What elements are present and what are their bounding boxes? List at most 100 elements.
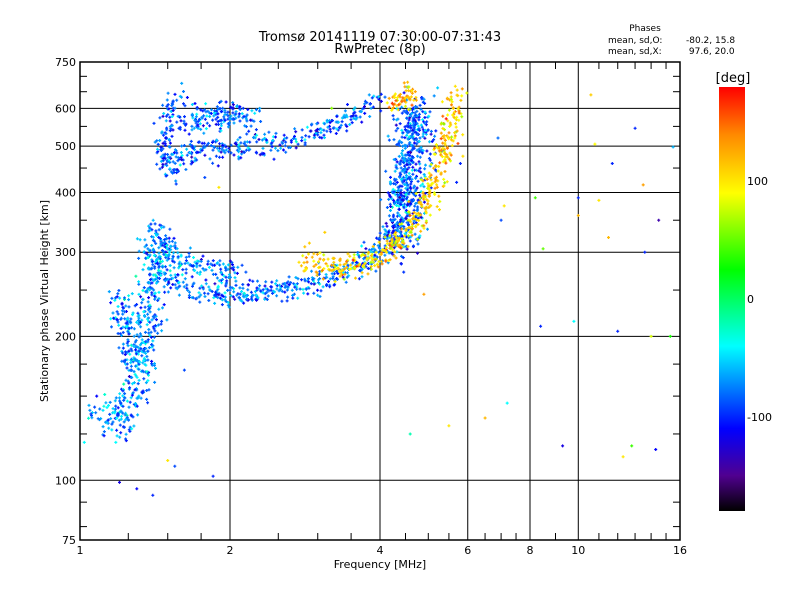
trace-point	[170, 115, 174, 118]
trace-point	[217, 149, 221, 153]
trace-point	[395, 204, 399, 207]
trace-point	[373, 253, 377, 257]
trace-point	[193, 156, 197, 160]
trace-point	[167, 280, 171, 284]
trace-point	[312, 252, 316, 256]
trace-point	[323, 122, 327, 126]
trace-point	[114, 404, 118, 408]
noise-point	[657, 218, 661, 222]
trace-point	[397, 213, 401, 217]
noise-point	[607, 236, 610, 239]
trace-point	[290, 288, 294, 292]
trace-point	[326, 125, 330, 129]
trace-point	[201, 124, 205, 128]
trace-point	[394, 165, 398, 169]
trace-point	[312, 136, 316, 140]
trace-point	[98, 407, 102, 411]
trace-point	[421, 191, 425, 195]
trace-point	[223, 295, 227, 299]
trace-point	[164, 119, 168, 123]
trace-point	[124, 432, 128, 436]
trace-point	[429, 173, 433, 177]
trace-point	[187, 255, 191, 258]
noise-point	[668, 334, 672, 338]
noise-point	[118, 480, 121, 484]
trace-point	[278, 283, 281, 287]
trace-point	[222, 149, 226, 153]
trace-point	[169, 286, 173, 290]
trace-point	[249, 124, 253, 128]
trace-point	[318, 295, 322, 298]
trace-point	[400, 111, 404, 115]
trace-point	[161, 141, 165, 145]
trace-point	[146, 281, 150, 284]
trace-point	[119, 417, 123, 421]
trace-point	[221, 278, 224, 281]
trace-point	[400, 151, 404, 155]
trace-point	[195, 265, 199, 269]
trace-point	[242, 114, 246, 118]
trace-point	[146, 287, 150, 290]
noise-point	[621, 455, 625, 459]
trace-point	[370, 256, 374, 260]
colorbar-tick-label: 100	[747, 175, 768, 188]
trace-point	[350, 121, 354, 125]
noise-point	[203, 176, 207, 179]
trace-point	[144, 330, 147, 334]
trace-point	[343, 272, 347, 276]
y-tick-label: 75	[62, 534, 76, 547]
trace-point	[439, 153, 443, 157]
trace-point	[450, 103, 453, 107]
trace-point	[403, 183, 407, 186]
trace-point	[407, 171, 411, 175]
trace-point	[130, 357, 133, 361]
trace-point	[106, 418, 110, 422]
trace-point	[393, 225, 397, 229]
trace-point	[193, 119, 197, 122]
trace-point	[402, 270, 406, 274]
x-tick-label: 1	[77, 544, 84, 557]
trace-point	[428, 175, 432, 179]
trace-point	[123, 317, 127, 321]
trace-point	[255, 140, 259, 144]
trace-point	[137, 367, 141, 371]
trace-point	[146, 372, 150, 376]
trace-point	[416, 223, 420, 226]
chart-subtitle: RwPretec (8p)	[334, 42, 425, 57]
trace-point	[427, 157, 431, 160]
trace-point	[409, 220, 413, 224]
trace-point	[397, 188, 401, 192]
trace-point	[410, 233, 414, 237]
trace-point	[339, 123, 343, 127]
trace-point	[202, 131, 206, 135]
trace-point	[417, 115, 421, 119]
trace-point	[377, 240, 381, 244]
trace-point	[233, 297, 237, 301]
trace-point	[151, 238, 155, 242]
trace-point	[250, 297, 253, 301]
trace-point	[118, 435, 122, 439]
trace-point	[104, 401, 108, 405]
trace-point	[126, 338, 130, 342]
trace-point	[228, 117, 232, 121]
trace-point	[176, 114, 180, 118]
trace-point	[440, 100, 444, 104]
trace-point	[107, 290, 111, 294]
trace-point	[409, 129, 413, 133]
trace-point	[428, 191, 432, 195]
trace-point	[197, 259, 201, 263]
trace-point	[381, 248, 385, 252]
trace-point	[228, 259, 232, 263]
trace-point	[395, 96, 399, 100]
trace-point	[244, 148, 248, 152]
trace-point	[294, 130, 298, 134]
trace-point	[237, 146, 241, 150]
trace-point	[150, 286, 154, 290]
trace-point	[307, 286, 311, 290]
trace-point	[392, 138, 396, 142]
trace-point	[410, 136, 414, 140]
noise-point	[533, 196, 537, 200]
trace-point	[152, 254, 156, 257]
trace-point	[224, 148, 228, 152]
trace-point	[127, 305, 131, 309]
